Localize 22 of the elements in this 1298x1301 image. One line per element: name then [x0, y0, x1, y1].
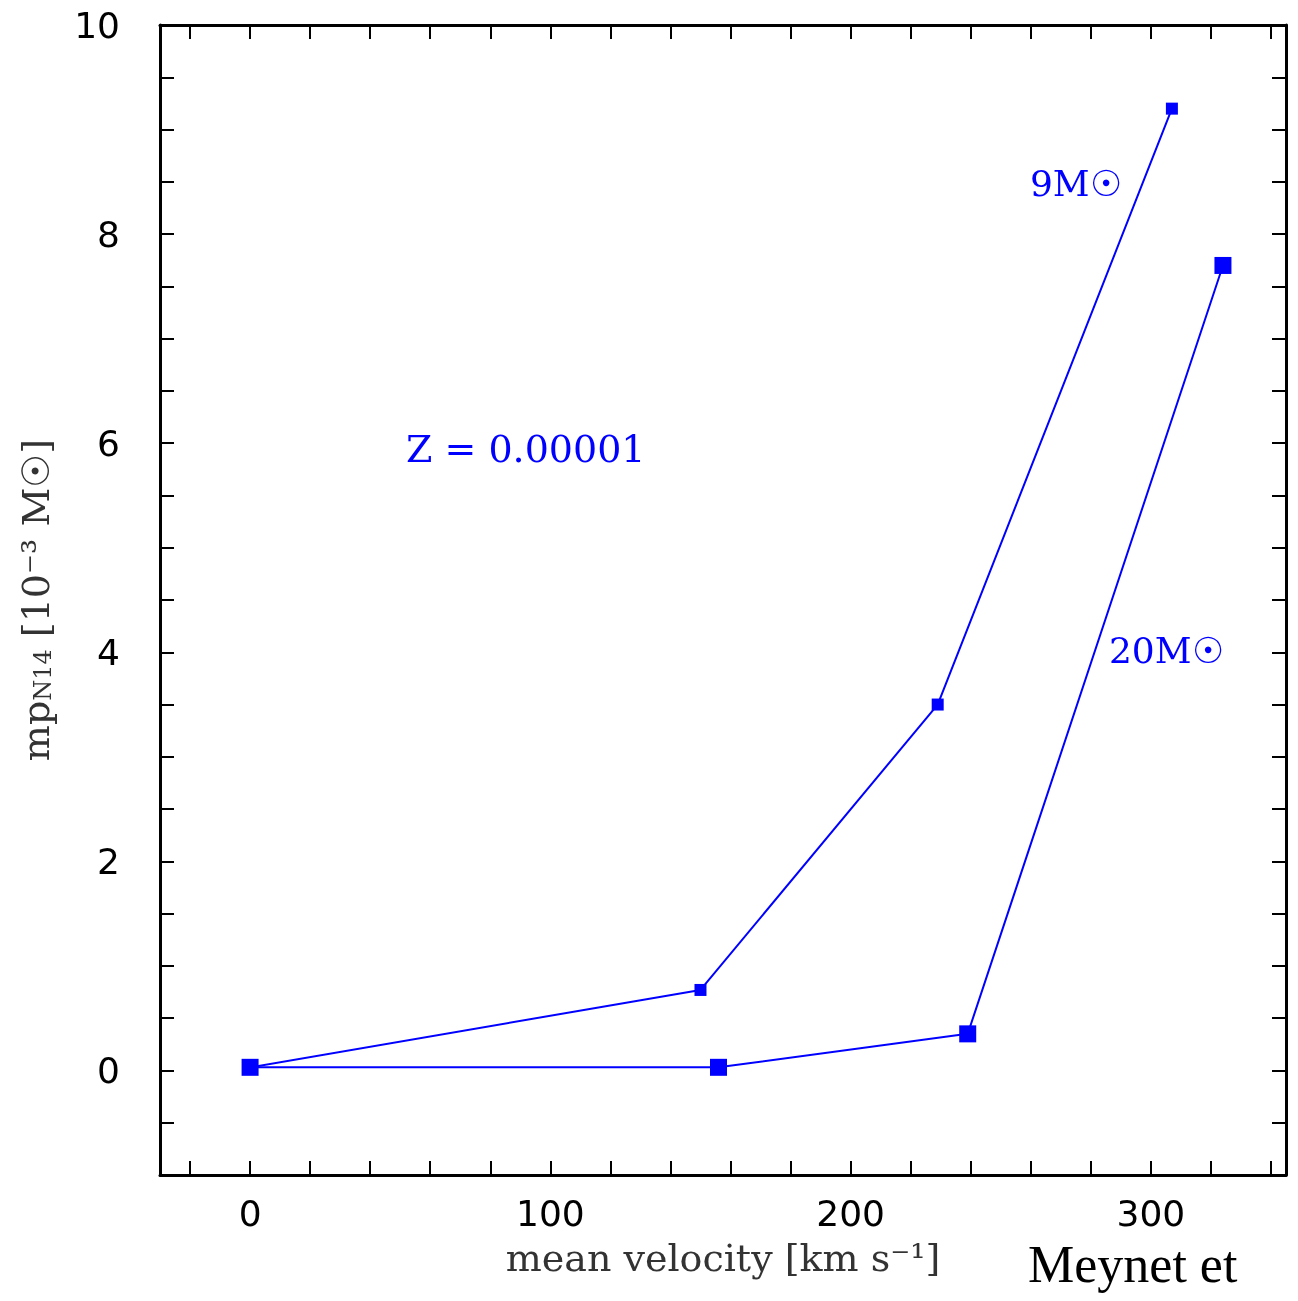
point	[1165, 102, 1178, 115]
y-tick-label: 10	[74, 4, 120, 46]
x-axis-title: mean velocity [km s⁻¹]	[505, 1236, 941, 1280]
y-tick-label: 2	[97, 840, 120, 882]
y-tick-label: 0	[97, 1049, 120, 1091]
point	[1214, 256, 1232, 274]
x-tick-label: 100	[515, 1192, 585, 1234]
annotation: Z = 0.00001	[406, 427, 646, 471]
y-tick-label: 4	[97, 631, 120, 673]
point	[710, 1058, 727, 1076]
y-tick-label: 6	[97, 422, 120, 464]
point	[931, 698, 944, 711]
x-tick-label: 0	[238, 1192, 262, 1234]
series-label: 9M☉	[1029, 163, 1122, 205]
text: Meynet et	[1028, 1235, 1238, 1293]
point	[959, 1025, 977, 1043]
y-axis-title: mpN14 [10⁻³ M☉]	[14, 438, 58, 762]
point	[694, 983, 707, 996]
y-tick-label: 8	[97, 213, 120, 255]
series-label: 20M☉	[1108, 629, 1224, 671]
x-tick-label: 300	[1116, 1192, 1186, 1234]
x-tick-label: 200	[816, 1192, 885, 1234]
